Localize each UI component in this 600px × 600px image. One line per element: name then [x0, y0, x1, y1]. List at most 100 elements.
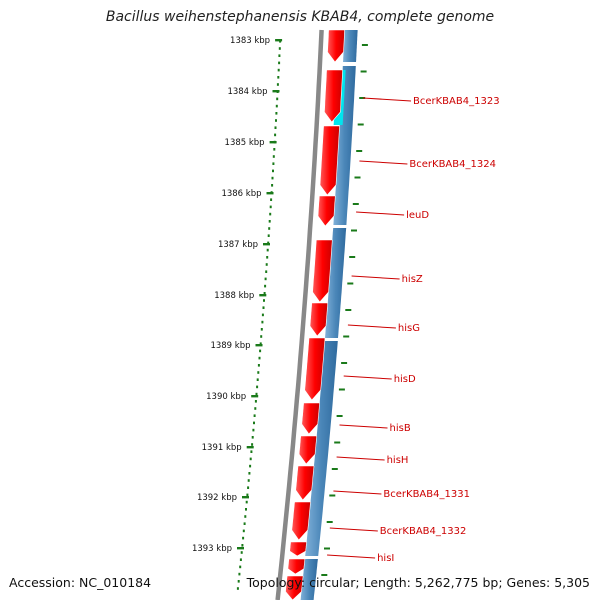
scale-dot: [258, 356, 261, 360]
forward-cds-block[interactable]: [312, 239, 333, 303]
scale-dot: [263, 292, 266, 295]
forward-cds-block[interactable]: [295, 465, 315, 501]
scale-dot: [256, 378, 259, 381]
outer-tick: [357, 123, 364, 126]
reverse-cds-block[interactable]: [300, 559, 318, 600]
scale-dot: [277, 76, 280, 79]
scale-dot: [261, 313, 264, 317]
gene-label-hisi[interactable]: hisI: [377, 553, 394, 564]
scale-dot: [253, 414, 256, 417]
scale-dot: [243, 522, 246, 525]
scale-dot: [257, 364, 260, 367]
scale-dot: [254, 400, 257, 403]
reverse-cds-block[interactable]: [325, 228, 347, 338]
outer-tick: [347, 282, 354, 285]
scale-dot: [259, 349, 262, 353]
reverse-cds-block[interactable]: [333, 66, 356, 225]
gene-leader-line: [351, 275, 400, 280]
tick-label: 1384 kbp: [227, 87, 267, 97]
scale-dot: [253, 421, 255, 425]
forward-cds-block[interactable]: [304, 337, 326, 401]
outer-tick: [354, 176, 361, 179]
scale-dot: [237, 580, 240, 583]
major-tick: [242, 496, 249, 499]
gene-label-leud[interactable]: leuD: [406, 210, 429, 221]
scale-dot: [256, 385, 259, 389]
scale-dot: [275, 119, 277, 122]
scale-dot: [268, 220, 271, 223]
gene-label-hisg[interactable]: hisG: [398, 323, 420, 334]
gene-leader-line: [327, 554, 376, 559]
gene-label-bcerkbab4_1324[interactable]: BcerKBAB4_1324: [409, 159, 496, 170]
scale-dot: [239, 558, 242, 561]
scale-dot: [242, 536, 245, 540]
major-tick: [255, 344, 263, 347]
scale-dot: [238, 572, 241, 576]
outer-tick: [338, 388, 345, 391]
major-tick: [263, 243, 270, 246]
scale-dot: [270, 198, 273, 201]
outer-tick: [331, 468, 338, 470]
outer-tick: [345, 309, 352, 311]
outer-tick: [359, 97, 366, 99]
gene-label-hisz[interactable]: hisZ: [402, 274, 423, 285]
reverse-cds-block[interactable]: [305, 341, 338, 556]
gene-label-hisd[interactable]: hisD: [394, 374, 416, 385]
major-tick: [269, 141, 277, 144]
tick-label: 1393 kbp: [192, 544, 232, 554]
gene-leader-line: [339, 424, 388, 429]
scale-dot: [251, 443, 254, 446]
forward-cds-block[interactable]: [319, 125, 340, 196]
scale-dot: [266, 256, 269, 259]
scale-dot: [239, 565, 242, 569]
outer-tick: [356, 150, 363, 152]
gene-label-bcerkbab4_1332[interactable]: BcerKBAB4_1332: [380, 526, 467, 537]
forward-cds-block[interactable]: [298, 435, 318, 465]
scale-dot: [254, 407, 257, 410]
scale-dot: [249, 464, 252, 468]
outer-tick: [321, 574, 328, 576]
tick-label: 1390 kbp: [206, 392, 246, 402]
scale-dot: [276, 97, 279, 101]
tick-label: 1387 kbp: [218, 240, 258, 250]
outer-tick: [360, 70, 367, 73]
gene-leader-line: [356, 211, 405, 216]
forward-cds-block[interactable]: [289, 541, 307, 557]
gene-label-hisb[interactable]: hisB: [390, 423, 411, 434]
scale-dot: [260, 328, 263, 331]
scale-dot: [251, 436, 254, 439]
gene-label-bcerkbab4_1323[interactable]: BcerKBAB4_1323: [413, 96, 500, 107]
gene-leader-line: [343, 375, 392, 380]
scale-dot: [255, 392, 258, 396]
gene-label-bcerkbab4_1331[interactable]: BcerKBAB4_1331: [383, 489, 470, 500]
forward-cds-block[interactable]: [317, 195, 336, 227]
scale-dot: [250, 450, 253, 453]
forward-cds-block[interactable]: [309, 302, 329, 337]
scale-dot: [261, 320, 264, 324]
scale-dot: [245, 508, 247, 511]
scale-dot: [252, 428, 255, 432]
forward-cds-block[interactable]: [285, 575, 304, 600]
scale-dot: [247, 486, 250, 489]
major-tick: [237, 547, 244, 550]
outer-tick: [349, 256, 356, 258]
scale-dot: [260, 335, 263, 338]
tick-label: 1385 kbp: [225, 138, 265, 148]
major-tick: [251, 395, 259, 398]
forward-cds-block[interactable]: [291, 501, 311, 541]
gene-leader-line: [359, 160, 408, 165]
scale-dot: [246, 493, 249, 497]
scale-dot: [241, 544, 244, 547]
forward-cds-block[interactable]: [287, 558, 306, 575]
forward-cds-block[interactable]: [327, 29, 345, 63]
scale-dot: [276, 83, 279, 86]
major-tick: [259, 294, 267, 297]
scale-dot: [265, 263, 268, 266]
genome-stats: Topology: circular; Length: 5,262,775 bp…: [246, 575, 590, 590]
major-tick: [272, 90, 280, 93]
reverse-cds-block[interactable]: [343, 30, 358, 62]
forward-cds-block[interactable]: [301, 402, 320, 435]
forward-cds-block[interactable]: [324, 69, 343, 123]
gene-label-hish[interactable]: hisH: [387, 455, 409, 466]
